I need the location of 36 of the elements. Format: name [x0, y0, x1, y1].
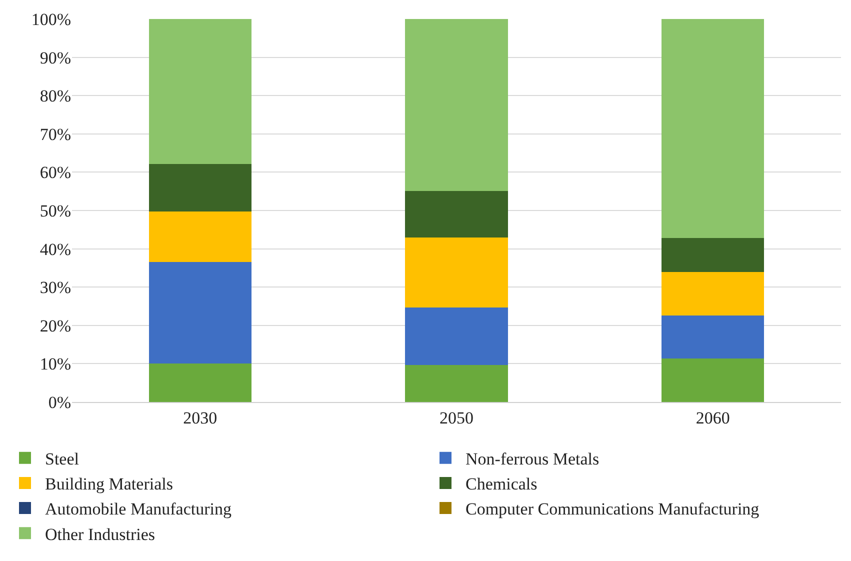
- bar: [662, 19, 764, 238]
- y-tick-label: 10%: [40, 354, 71, 374]
- bar: [148, 212, 252, 262]
- legend-label: Steel: [45, 449, 80, 468]
- x-tick-label: 2030: [183, 408, 218, 428]
- legend-label: Automobile Manufacturing: [45, 500, 232, 519]
- y-tick-label: 40%: [40, 240, 71, 259]
- legend-label: Computer Communications Manufacturing: [466, 500, 760, 519]
- bar: [148, 262, 252, 364]
- bar: [662, 358, 764, 402]
- bar: [405, 190, 508, 238]
- y-tick-label: 70%: [40, 124, 71, 144]
- y-tick-label: 0%: [48, 392, 71, 412]
- bar: [405, 364, 508, 402]
- bar: [662, 238, 764, 272]
- bar: [405, 19, 508, 191]
- y-tick-label: 50%: [40, 201, 71, 220]
- legend-label: Other Industries: [45, 524, 156, 544]
- bar: [405, 307, 508, 365]
- y-tick-label: 100%: [31, 10, 71, 29]
- legend-label: Non-ferrous Metals: [466, 449, 600, 468]
- bar: [148, 164, 252, 212]
- x-tick-label: 2050: [440, 408, 474, 428]
- x-tick-label: 2060: [696, 408, 730, 428]
- y-tick-label: 30%: [40, 278, 71, 298]
- bar: [148, 19, 252, 164]
- legend-label: Chemicals: [466, 474, 538, 494]
- y-tick-label: 60%: [40, 163, 71, 182]
- y-tick-label: 80%: [40, 86, 71, 106]
- legend-label: Building Materials: [45, 474, 173, 494]
- bar: [148, 364, 252, 402]
- bar: [405, 238, 508, 308]
- bar: [662, 272, 764, 316]
- y-tick-label: 90%: [40, 48, 71, 68]
- y-tick-label: 20%: [40, 316, 71, 336]
- bar: [662, 315, 764, 358]
